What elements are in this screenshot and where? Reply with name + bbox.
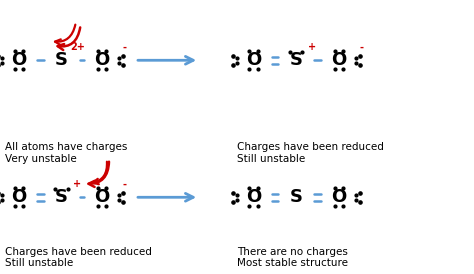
Text: S: S — [290, 188, 303, 206]
Text: S: S — [290, 51, 303, 69]
Text: O: O — [94, 188, 109, 206]
Text: O: O — [331, 188, 346, 206]
Text: All atoms have charges
Very unstable: All atoms have charges Very unstable — [5, 142, 127, 164]
Text: Charges have been reduced
Still unstable: Charges have been reduced Still unstable — [237, 142, 384, 164]
Text: There are no charges
Most stable structure: There are no charges Most stable structu… — [237, 247, 348, 268]
Text: O: O — [11, 51, 27, 69]
Text: O: O — [94, 51, 109, 69]
Text: Charges have been reduced
Still unstable: Charges have been reduced Still unstable — [5, 247, 152, 268]
Text: O: O — [331, 51, 346, 69]
Text: -: - — [123, 43, 127, 53]
Text: -: - — [123, 180, 127, 190]
Text: -: - — [360, 43, 364, 53]
Text: S: S — [55, 188, 68, 206]
Text: 2+: 2+ — [70, 42, 85, 52]
Text: +: + — [73, 179, 82, 189]
Text: O: O — [246, 188, 261, 206]
Text: +: + — [308, 42, 316, 52]
Text: O: O — [246, 51, 261, 69]
Text: S: S — [55, 51, 68, 69]
Text: O: O — [11, 188, 27, 206]
